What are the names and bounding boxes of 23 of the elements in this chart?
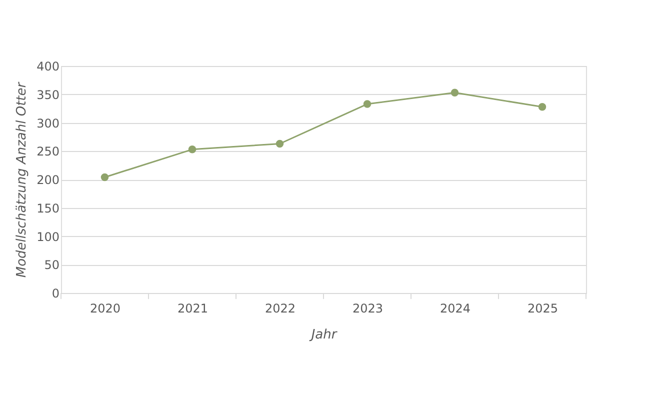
x-axis-title: Jahr: [308, 328, 338, 342]
y-tick-label: 250: [36, 144, 60, 159]
point: [276, 140, 284, 148]
x-tick-label: 2022: [264, 302, 296, 316]
x-tick-label: 2023: [352, 302, 384, 316]
y-tick-label: 400: [36, 60, 60, 74]
y-tick-label: 200: [36, 173, 60, 187]
y-tick-label: 350: [36, 88, 60, 102]
y-tick-label: 100: [36, 230, 60, 244]
x-tick-label: 2020: [90, 302, 121, 316]
point: [188, 146, 196, 154]
y-tick-label: 0: [52, 286, 60, 300]
point: [538, 102, 546, 111]
y-tick-label: 150: [36, 201, 60, 216]
point: [100, 173, 109, 182]
y-axis-title: Modellschätzung Anzahl Otter: [14, 80, 30, 278]
y-tick-label: 300: [36, 116, 60, 130]
x-tick-label: 2024: [440, 302, 471, 316]
point: [363, 100, 372, 108]
x-tick-label: 2025: [527, 302, 558, 316]
y-tick-label: 50: [44, 258, 60, 272]
x-tick-label: 2021: [177, 302, 208, 316]
point: [450, 88, 459, 97]
